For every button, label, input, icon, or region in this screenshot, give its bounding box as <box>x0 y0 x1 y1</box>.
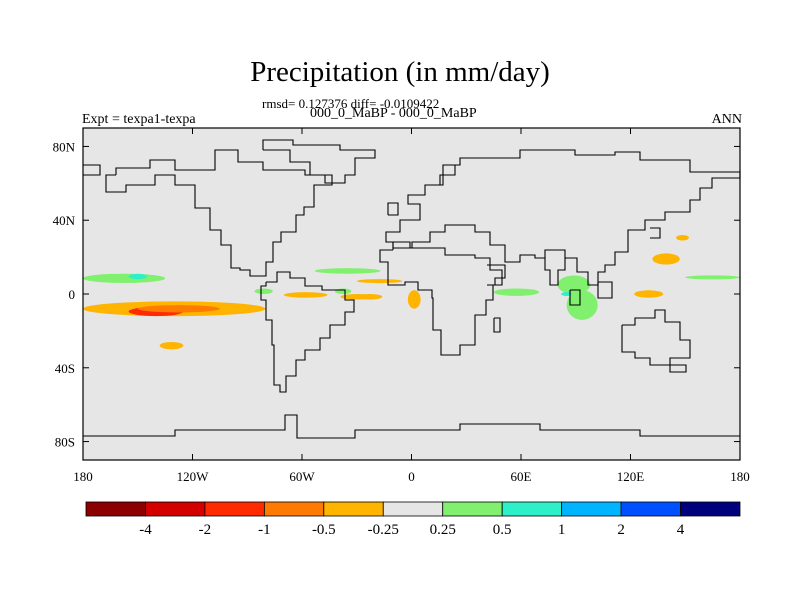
colorbar-label: -2 <box>199 522 212 538</box>
plot-area <box>82 127 741 461</box>
colorbar-label: -4 <box>139 522 152 538</box>
anomaly-region-7 <box>314 268 381 274</box>
anomaly-region-18 <box>652 253 680 265</box>
y-tick-label: 40N <box>53 213 76 228</box>
colorbar-swatch <box>680 501 741 517</box>
coastline-sumatra <box>569 289 581 306</box>
colorbar-label: -0.25 <box>368 522 399 538</box>
x-tick-label: 180 <box>73 469 93 484</box>
colorbar-label: 1 <box>558 522 566 538</box>
anomaly-region-15 <box>566 290 598 320</box>
anomaly-layer <box>83 234 740 350</box>
anomaly-region-19 <box>676 234 689 241</box>
colorbar-swatch <box>204 501 265 517</box>
anomaly-region-10 <box>407 290 421 309</box>
anomaly-region-20 <box>685 275 740 280</box>
experiment-label: Expt = texpa1-texpa <box>82 112 196 127</box>
colorbar-label: 2 <box>617 522 625 538</box>
x-tick-label: 120W <box>177 469 210 484</box>
x-tick-label: 60W <box>289 469 315 484</box>
coastline-south-america <box>260 271 355 393</box>
colorbar-swatch <box>145 501 206 517</box>
coastlines <box>83 139 741 439</box>
coastline-eurasia <box>385 149 741 286</box>
x-tick-label: 120E <box>617 469 645 484</box>
y-tick-label: 40S <box>55 361 75 376</box>
colorbar-swatch <box>561 501 622 517</box>
coastline-australia <box>621 309 691 373</box>
anomaly-region-6 <box>283 292 328 298</box>
coastline-greenland <box>262 139 376 184</box>
y-tick-label: 0 <box>69 287 76 302</box>
season-label: ANN <box>711 112 742 127</box>
anomaly-region-16 <box>561 292 573 296</box>
colorbar-label: -0.5 <box>312 522 336 538</box>
colorbar-label: -1 <box>258 522 271 538</box>
y-tick-label: 80N <box>53 139 76 154</box>
anomaly-region-12 <box>254 288 273 294</box>
anomaly-region-8 <box>334 288 352 294</box>
rmsd-diff-stats: rmsd= 0.127376 diff= -0.0109422 <box>262 96 440 111</box>
colorbar-swatch <box>382 501 444 517</box>
anomaly-region-17 <box>634 290 664 298</box>
colorbar-swatch <box>501 501 563 517</box>
anomaly-region-21 <box>340 294 375 300</box>
axes: 180 120W 60W 0 60E 120E 180 80N 40N 0 40S 80S <box>53 128 750 484</box>
colorbar-swatch <box>620 501 681 517</box>
anomaly-region-4 <box>83 273 166 283</box>
anomaly-region-14 <box>557 275 591 294</box>
x-tick-label: 60E <box>511 469 532 484</box>
coastline-scandinavia <box>439 164 456 185</box>
coastline-borneo <box>597 281 613 299</box>
colorbar-swatch <box>85 501 146 517</box>
anomaly-region-5 <box>128 273 147 280</box>
colorbar-label: 0.5 <box>493 522 512 538</box>
coastline-arabia <box>487 264 506 286</box>
colorbar-label: 4 <box>677 522 685 538</box>
colorbar: -4 -2 -1 -0.5 -0.25 0.25 0.5 1 2 4 <box>85 501 741 538</box>
anomaly-region-3 <box>159 341 184 350</box>
anomaly-region-11 <box>356 279 403 284</box>
coastline-british-isles <box>387 202 399 216</box>
colorbar-swatch <box>442 501 503 517</box>
x-tick-label: 0 <box>408 469 415 484</box>
colorbar-swatch <box>323 501 384 517</box>
anomaly-region-2 <box>137 305 220 313</box>
coastline-japan <box>650 227 661 239</box>
chart-title: Precipitation (in mm/day) <box>250 56 550 88</box>
coastline-antarctica <box>83 414 740 439</box>
coastline-madagascar <box>493 317 501 333</box>
colorbar-swatch <box>263 501 325 517</box>
coastline-alaska <box>83 164 101 176</box>
y-tick-label: 80S <box>55 435 75 450</box>
x-tick-label: 180 <box>730 469 750 484</box>
coastline-africa <box>379 241 503 356</box>
coastline-north-america <box>105 149 333 277</box>
comparison-label: 000_0_MaBP - 000_0_MaBP <box>310 106 477 121</box>
anomaly-region-13 <box>493 288 540 296</box>
colorbar-label: 0.25 <box>430 522 456 538</box>
coastline-india <box>540 257 566 286</box>
